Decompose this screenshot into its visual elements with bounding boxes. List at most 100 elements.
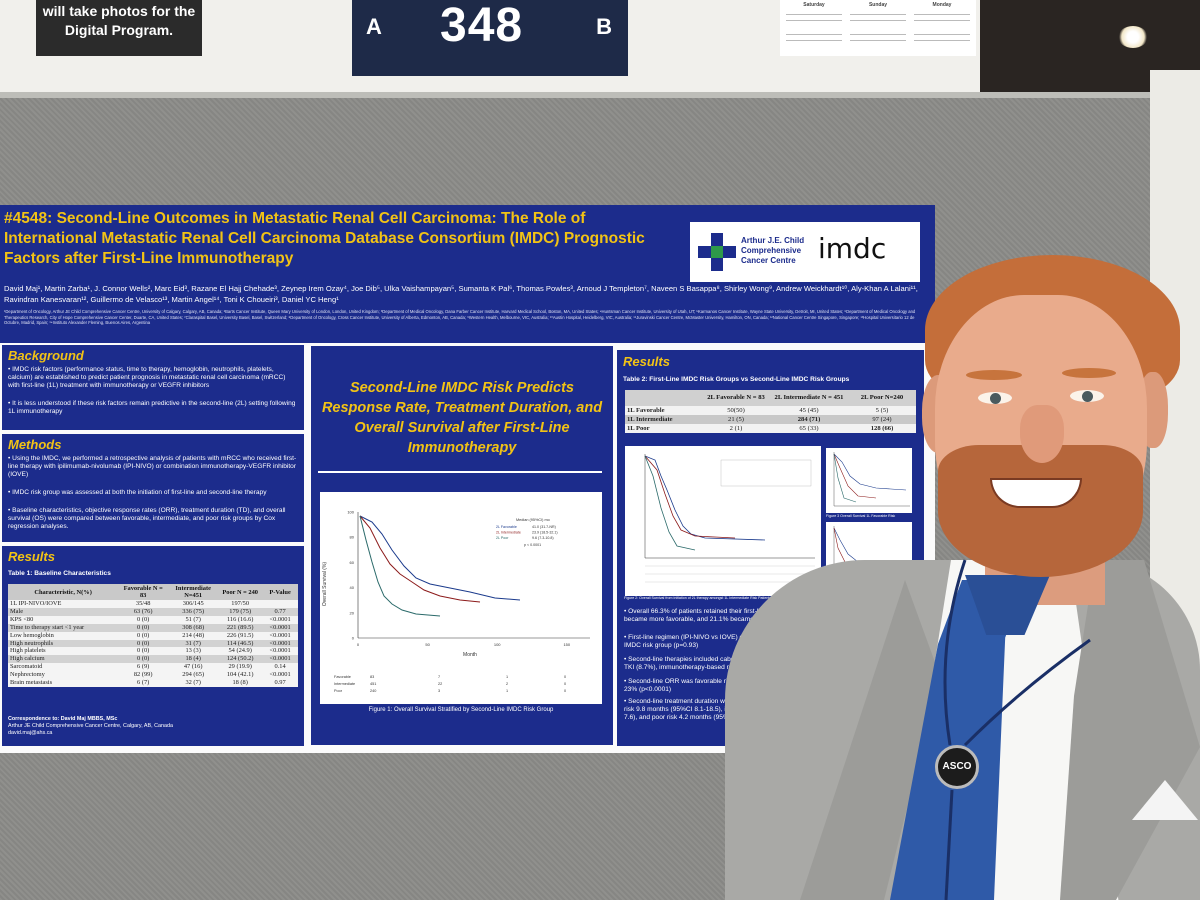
methods-heading: Methods — [8, 437, 62, 452]
background-bullet: • It is less understood if these risk fa… — [8, 400, 296, 416]
survival-curve — [359, 515, 521, 601]
affiliations: ¹Department of Oncology, Arthur JE Child… — [4, 309, 916, 326]
table-row: High platelets 0 (0) 13 (3) 54 (24.9) <0.000… — [8, 647, 298, 656]
methods-bullet: • IMDC risk group was assessed at both t… — [8, 489, 267, 496]
risk-table-cell: 83 — [370, 675, 374, 679]
background-section: Background • IMDC risk factors (performa… — [2, 345, 304, 430]
results-bullet: • Second-line therapies included cabozan… — [624, 656, 828, 672]
table-cell: 47 (16) — [168, 663, 219, 672]
table-cell: 51 (7) — [168, 615, 219, 624]
table-cell: 5 (5) — [848, 406, 916, 415]
y-tick-label: 40 — [350, 585, 355, 590]
p-value: p < 0.0001 — [524, 543, 541, 547]
table-header: 2L Intermediate N = 451 — [770, 390, 848, 406]
table-cell: Male — [8, 607, 119, 616]
legend-series-name: 2L Favorable — [496, 525, 517, 529]
x-axis-label: Month — [463, 652, 477, 658]
table-row: Nephrectomy 82 (99) 294 (65) 104 (42.1) <0.0… — [8, 671, 298, 680]
table-cell: 104 (42.1) — [218, 671, 263, 680]
y-tick-label: 60 — [350, 560, 355, 565]
risk-table-cell: 3 — [438, 689, 440, 693]
methods-bullet: • Baseline characteristics, objective re… — [8, 507, 286, 531]
table-cell: 0.14 — [262, 663, 298, 672]
correspondence-address: Arthur JE Child Comprehensive Cancer Cen… — [8, 723, 173, 729]
board-number-sign: A 348 B — [352, 0, 628, 76]
table-cell: 29 (19.9) — [218, 663, 263, 672]
table-cell: 18 (8) — [218, 679, 263, 687]
table-cell: 97 (24) — [848, 415, 916, 424]
table-cell: High platelets — [8, 647, 119, 656]
asco-badge: ASCO — [935, 745, 979, 789]
schedule-day-1: Saturday — [803, 2, 825, 8]
risk-table-cell: 0 — [564, 675, 566, 679]
survival-curve — [359, 515, 481, 603]
table-cell: <0.0001 — [262, 623, 298, 632]
table-cell: 179 (75) — [218, 607, 263, 616]
table-row: Time to therapy start <1 year 0 (0) 308 (6… — [8, 623, 298, 632]
legend-header: Median (95%CI) mo — [516, 518, 550, 522]
y-tick-label: 0 — [352, 636, 355, 641]
table-cell: High calcium — [8, 655, 119, 664]
table-cell: <0.0001 — [262, 639, 298, 648]
presenter-beard — [938, 445, 1143, 577]
table-cell: 0 (0) — [118, 647, 169, 656]
pupil-left — [990, 393, 1001, 404]
y-tick-label: 20 — [350, 610, 355, 615]
table-cell: 32 (7) — [168, 679, 219, 687]
figure1-caption: Figure 1: Overall Survival Stratified by… — [368, 707, 554, 713]
table-cell: 0 (0) — [118, 655, 169, 664]
table-cell: 284 (71) — [770, 415, 848, 424]
table-cell: 50(50) — [702, 406, 770, 415]
table-cell: 114 (46.5) — [218, 639, 263, 648]
table-cell: 0.77 — [262, 607, 298, 616]
figure3-caption: Figure 3 Overall Survival 1L Favorable R… — [826, 514, 896, 518]
table-cell: Brain metastasis — [8, 679, 119, 687]
table-cell: 21 (5) — [702, 415, 770, 424]
table-header: Intermediate N=451 — [168, 584, 219, 600]
correspondence: Correspondence to: David Maj MBBS, MSc A… — [8, 716, 298, 737]
table-row: 1L IPI-NIVO/IOVE 35/48 306/145 197/50 — [8, 600, 298, 608]
survival-figure-2 — [625, 446, 821, 596]
table-cell: 54 (24.9) — [218, 647, 263, 656]
table-cell: 214 (48) — [168, 631, 219, 640]
board-number: 348 — [440, 0, 524, 52]
table-cell: 197/50 — [218, 600, 263, 608]
survival-curve-plot-3 — [833, 452, 910, 507]
table-cell: Sarcomatoid — [8, 663, 119, 672]
table-cell: 0 (0) — [118, 631, 169, 640]
ceiling-light — [1118, 26, 1148, 48]
results-bullet: • Overall 66.3% of patients retained the… — [624, 608, 821, 624]
legend-series-value: 9.6 (7.3-10.8) — [532, 536, 554, 540]
risk-table-cell: Favorable — [334, 675, 351, 679]
survival-curve — [359, 515, 441, 617]
risk-table-cell: 22 — [438, 682, 442, 686]
table-row: Low hemoglobin 0 (0) 214 (48) 226 (91.5) <0.… — [8, 631, 298, 640]
risk-table-cell: 7 — [438, 675, 440, 679]
eyebrow-right — [1062, 368, 1116, 378]
x-tick-label: 150 — [563, 642, 570, 647]
imdc-logo: imdc — [818, 232, 887, 265]
table-cell: 2 (1) — [702, 424, 770, 433]
divider — [318, 471, 602, 473]
results-heading: Results — [8, 549, 55, 564]
correspondence-email: david.maj@ahs.ca — [8, 730, 53, 736]
table-cell: 294 (65) — [168, 671, 219, 680]
table-header: Favorable N = 83 — [118, 584, 169, 600]
legend-series-name: 2L Poor — [496, 536, 509, 540]
table-cell: 18 (4) — [168, 655, 219, 664]
survival-figure: Overall Survival (%) Month 0 50 100 150 0 20 4… — [320, 492, 602, 704]
table-cell — [262, 600, 298, 608]
table-cell: 13 (3) — [168, 647, 219, 656]
author-list: David Maj¹, Martin Zarba¹, J. Connor Wel… — [4, 284, 918, 304]
table-header: Poor N = 240 — [218, 584, 263, 600]
table-cell: 124 (50.2) — [218, 655, 263, 664]
table-cell: <0.0001 — [262, 647, 298, 656]
photo-notice-sign: will take photos for the Digital Program… — [36, 0, 202, 56]
table-row: Male 63 (76) 336 (75) 179 (75) 0.77 — [8, 607, 298, 616]
survival-figure-3 — [826, 448, 912, 513]
board-side-b: B — [596, 14, 612, 39]
risk-table-cell: 240 — [370, 689, 376, 693]
table-cell: 1L Poor — [625, 424, 702, 433]
table-cell: High neutrophils — [8, 639, 119, 648]
y-tick-label: 80 — [350, 535, 355, 540]
